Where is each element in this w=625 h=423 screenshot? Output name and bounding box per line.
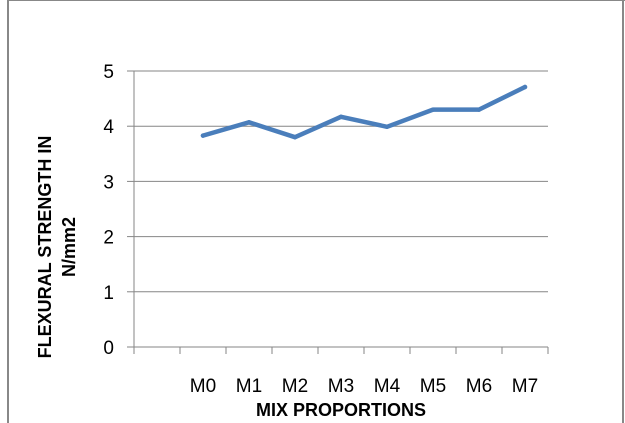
series-line-0 — [200, 84, 528, 140]
y-tick-label-3: 3 — [103, 172, 114, 193]
data-point-M3 — [338, 114, 344, 120]
y-tick-label-1: 1 — [103, 283, 114, 304]
x-axis-title: MIX PROPORTIONS — [256, 400, 426, 420]
y-tick-label-2: 2 — [103, 228, 114, 249]
data-point-M5 — [430, 107, 436, 112]
x-tick-labels: M0 M1 M2 M3 M4 M5 M6 M7 — [190, 376, 538, 397]
y-axis-title-line-2: N/mm2 — [59, 217, 79, 277]
data-point-M6 — [476, 107, 482, 112]
gridlines — [134, 70, 548, 293]
data-point-M1 — [246, 120, 252, 125]
x-tick-label-M2: M2 — [282, 376, 308, 397]
x-tick-label-M1: M1 — [236, 376, 262, 397]
x-tick-label-M5: M5 — [420, 376, 446, 397]
data-point-M0 — [200, 133, 206, 138]
data-point-M4 — [384, 124, 390, 129]
y-axis-title-line-1: FLEXURAL STRENGTH IN — [35, 136, 55, 359]
y-tick-label-0: 0 — [103, 338, 114, 359]
data-point-M7 — [522, 84, 528, 90]
y-tick-label-5: 5 — [103, 62, 114, 83]
x-tick-label-M7: M7 — [512, 376, 538, 397]
x-tick-label-M6: M6 — [466, 376, 492, 397]
x-tick-label-M0: M0 — [190, 376, 216, 397]
series-layer — [200, 84, 528, 140]
y-tick-labels: 0 1 2 3 4 5 — [103, 62, 114, 359]
y-axis-title: FLEXURAL STRENGTH IN N/mm2 — [35, 136, 79, 359]
x-tick-label-M4: M4 — [374, 376, 401, 397]
axes — [127, 70, 549, 354]
x-tick-label-M3: M3 — [328, 376, 354, 397]
data-point-M2 — [292, 135, 298, 140]
y-tick-label-4: 4 — [103, 117, 114, 138]
